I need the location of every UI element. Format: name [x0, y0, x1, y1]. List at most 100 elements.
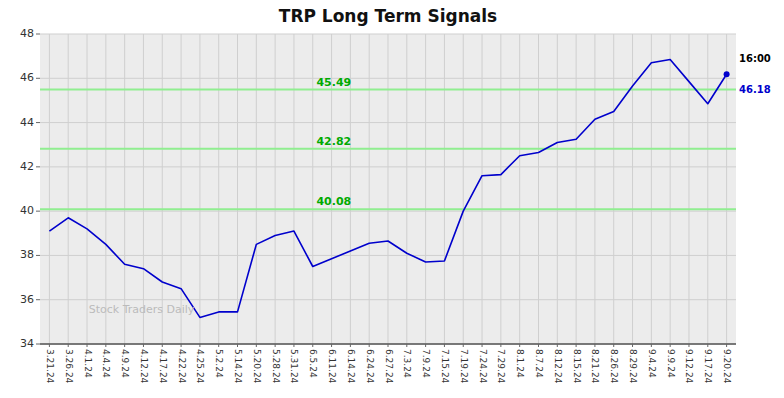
tick [613, 344, 614, 347]
tick [68, 344, 69, 347]
tick [651, 344, 652, 347]
tick-label: 6.14.24 [346, 349, 356, 384]
grid-line [237, 34, 238, 344]
grid-line [293, 34, 294, 344]
tick [388, 344, 389, 347]
tick-label: 8.29.24 [628, 349, 638, 384]
tick-label: 4.1.24 [83, 349, 93, 378]
last-point [724, 71, 730, 77]
tick-label: 36 [20, 293, 34, 306]
tick-label: 6.11.24 [327, 349, 337, 384]
tick [36, 344, 40, 345]
tick-label: 8.12.24 [553, 349, 563, 384]
tick-label: 7.29.24 [496, 349, 506, 384]
tick [256, 344, 257, 347]
tick-label: 4.12.24 [139, 349, 149, 384]
y-axis: 3436384042444648 [20, 27, 40, 350]
reference-label: 42.82 [316, 135, 351, 148]
tick-label: 8.26.24 [609, 349, 619, 384]
annotation: 16:00 [739, 53, 771, 64]
tick-label: 9.9.24 [666, 349, 676, 378]
line [49, 59, 726, 317]
tick-label: 5.31.24 [289, 349, 299, 384]
tick-label: 4.22.24 [177, 349, 187, 384]
grid-line [707, 34, 708, 344]
tick [199, 344, 200, 347]
tick [237, 344, 238, 347]
reference-line [40, 148, 736, 150]
grid-line [463, 34, 464, 344]
tick [519, 344, 520, 347]
tick-label: 9.17.24 [703, 349, 713, 384]
tick [36, 122, 40, 123]
tick-label: 7.19.24 [459, 349, 469, 384]
grid [40, 34, 736, 344]
tick [87, 344, 88, 347]
grid-line [576, 34, 577, 344]
tick-label: 7.15.24 [440, 349, 450, 384]
tick [538, 344, 539, 347]
tick-label: 34 [20, 337, 34, 350]
tick [36, 299, 40, 300]
grid-line [369, 34, 370, 344]
tick-label: 42 [20, 160, 34, 173]
tick-label: 6.5.24 [308, 349, 318, 378]
grid-line [557, 34, 558, 344]
tick-label: 8.7.24 [534, 349, 544, 378]
tick [36, 211, 40, 212]
tick-label: 48 [20, 27, 34, 40]
tick [36, 255, 40, 256]
grid-line [388, 34, 389, 344]
tick [312, 344, 313, 347]
tick [500, 344, 501, 347]
tick [369, 344, 370, 347]
tick [36, 78, 40, 79]
grid-line [312, 34, 313, 344]
tick-label: 6.24.24 [365, 349, 375, 384]
tick-label: 4.25.24 [195, 349, 205, 384]
grid-line [670, 34, 671, 344]
watermark: Stock Traders Daily [89, 303, 195, 316]
annotation: 46.18 [739, 84, 771, 95]
tick [124, 344, 125, 347]
grid-line [87, 34, 88, 344]
plot-area [40, 59, 736, 317]
tick [36, 166, 40, 167]
tick [275, 344, 276, 347]
grid-line [275, 34, 276, 344]
grid-line [425, 34, 426, 344]
tick [482, 344, 483, 347]
tick [293, 344, 294, 347]
tick-label: 5.14.24 [233, 349, 243, 384]
tick-label: 46 [20, 71, 34, 84]
tick-label: 7.9.24 [421, 349, 431, 378]
tick-label: 3.26.24 [64, 349, 74, 384]
grid-line [651, 34, 652, 344]
tick [105, 344, 106, 347]
tick-label: 9.20.24 [722, 349, 732, 384]
grid-line [49, 34, 50, 344]
tick-label: 8.15.24 [572, 349, 582, 384]
grid-line [181, 34, 182, 344]
grid-line [105, 34, 106, 344]
grid-line [256, 34, 257, 344]
tick [726, 344, 727, 347]
tick-label: 9.12.24 [684, 349, 694, 384]
title: TRP Long Term Signals [279, 6, 497, 26]
tick-label: 5.20.24 [252, 349, 262, 384]
grid-line [519, 34, 520, 344]
tick [162, 344, 163, 347]
tick [632, 344, 633, 347]
tick-label: 8.21.24 [590, 349, 600, 384]
tick [557, 344, 558, 347]
tick [181, 344, 182, 347]
tick-label: 44 [20, 116, 34, 129]
tick [463, 344, 464, 347]
chart: 34363840424446483.21.243.26.244.1.244.4.… [0, 0, 784, 398]
grid-line [124, 34, 125, 344]
tick [444, 344, 445, 347]
grid-line [406, 34, 407, 344]
tick-label: 3.21.24 [45, 349, 55, 384]
tick-label: 40 [20, 204, 34, 217]
x-axis: 3.21.243.26.244.1.244.4.244.9.244.12.244… [40, 344, 736, 384]
